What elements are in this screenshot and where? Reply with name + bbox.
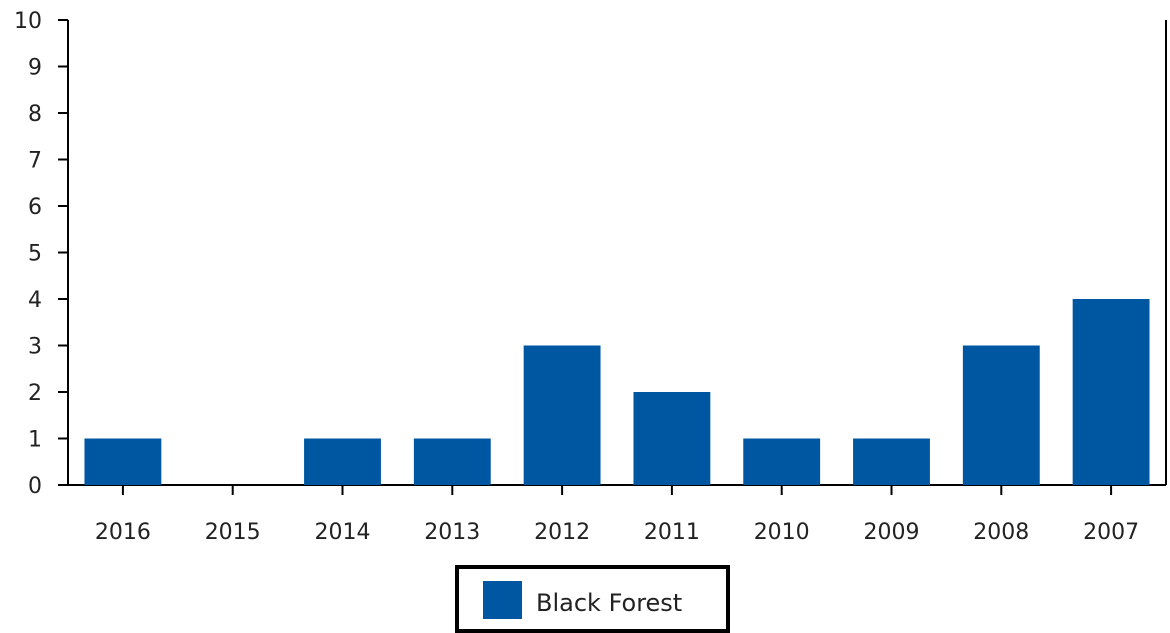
x-tick-label: 2008 bbox=[973, 520, 1029, 545]
y-tick-label: 1 bbox=[28, 428, 42, 453]
y-tick-label: 0 bbox=[28, 474, 42, 499]
x-tick-label: 2011 bbox=[644, 520, 700, 545]
bar bbox=[743, 438, 821, 485]
y-tick-label: 6 bbox=[28, 195, 42, 220]
y-tick-label: 9 bbox=[28, 56, 42, 81]
x-tick-label: 2009 bbox=[864, 520, 920, 545]
x-tick-label: 2010 bbox=[754, 520, 810, 545]
y-tick-label: 3 bbox=[28, 335, 42, 360]
y-tick-label: 2 bbox=[28, 381, 42, 406]
bar bbox=[962, 345, 1040, 485]
bar bbox=[1072, 299, 1150, 485]
bar bbox=[853, 438, 930, 485]
x-tick-label: 2012 bbox=[534, 520, 590, 545]
x-tick-label: 2013 bbox=[424, 520, 480, 545]
bar bbox=[84, 438, 162, 485]
bar bbox=[413, 438, 491, 485]
bar bbox=[304, 438, 381, 485]
legend-swatch bbox=[483, 581, 522, 619]
bar-series bbox=[84, 299, 1150, 485]
y-tick-label: 5 bbox=[28, 242, 42, 267]
legend-label: Black Forest bbox=[536, 589, 682, 617]
x-axis: 2016 2015 2014 2013 2012 2011 2010 2009 2008 2007 bbox=[68, 484, 1166, 545]
bar bbox=[523, 345, 601, 485]
x-tick-label: 2015 bbox=[205, 520, 261, 545]
x-tick-label: 2007 bbox=[1083, 520, 1139, 545]
x-tick-label: 2014 bbox=[315, 520, 371, 545]
bar bbox=[633, 392, 711, 485]
y-axis: 0 1 2 3 4 5 6 7 8 9 10 bbox=[14, 9, 69, 499]
y-tick-label: 8 bbox=[28, 102, 42, 127]
y-tick-label: 7 bbox=[28, 149, 42, 174]
y-tick-label: 10 bbox=[14, 9, 42, 34]
y-tick-label: 4 bbox=[28, 288, 42, 313]
x-tick-label: 2016 bbox=[95, 520, 151, 545]
legend: Black Forest bbox=[455, 565, 730, 633]
